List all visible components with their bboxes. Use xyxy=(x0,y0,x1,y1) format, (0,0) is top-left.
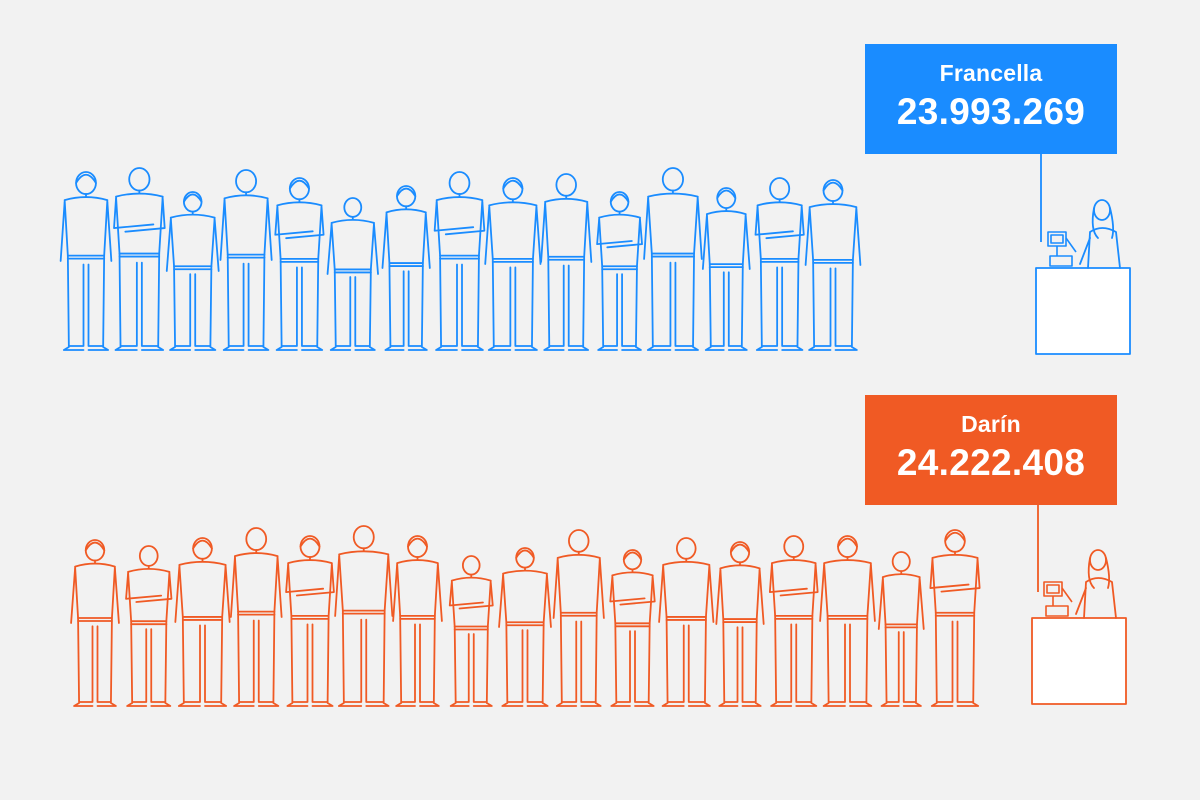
counter-icon xyxy=(1035,267,1131,355)
person-silhouette-icon xyxy=(540,173,593,351)
counter-icon xyxy=(1031,617,1127,705)
person-silhouette-icon xyxy=(59,171,113,351)
label-francella-value: 23.993.269 xyxy=(896,91,1086,132)
person-silhouette-icon xyxy=(754,177,805,351)
person-silhouette-icon xyxy=(448,555,494,707)
person-silhouette-icon xyxy=(326,197,379,351)
person-silhouette-icon xyxy=(596,191,643,351)
person-silhouette-icon xyxy=(219,169,273,351)
person-silhouette-icon xyxy=(552,529,605,707)
label-francella-name: Francella xyxy=(939,60,1043,86)
person-silhouette-icon xyxy=(125,545,173,707)
cash-register-icon xyxy=(1043,581,1073,617)
person-silhouette-icon xyxy=(819,535,876,707)
person-silhouette-icon xyxy=(658,537,715,707)
person-silhouette-icon xyxy=(381,185,431,351)
cash-register-icon xyxy=(1047,231,1077,267)
label-darin: Darín 24.222.408 xyxy=(865,395,1117,505)
person-silhouette-icon xyxy=(392,535,443,707)
person-silhouette-icon xyxy=(70,539,120,707)
person-silhouette-icon xyxy=(701,187,751,351)
person-silhouette-icon xyxy=(334,525,394,707)
person-silhouette-icon xyxy=(285,535,335,707)
person-silhouette-icon xyxy=(609,549,656,707)
person-silhouette-icon xyxy=(929,529,981,707)
person-silhouette-icon xyxy=(498,547,552,707)
queue-row-francella xyxy=(59,154,1131,355)
person-silhouette-icon xyxy=(274,177,325,351)
person-silhouette-icon xyxy=(768,535,819,707)
cashier-icon xyxy=(1079,199,1121,269)
label-francella: Francella 23.993.269 xyxy=(865,44,1117,154)
person-silhouette-icon xyxy=(715,541,765,707)
person-silhouette-icon xyxy=(229,527,283,707)
queue-row-darin xyxy=(70,505,1127,707)
person-silhouette-icon xyxy=(804,179,862,351)
label-darin-name: Darín xyxy=(961,411,1021,437)
label-darin-value: 24.222.408 xyxy=(896,442,1086,483)
person-silhouette-icon xyxy=(174,537,231,707)
person-silhouette-icon xyxy=(484,177,542,351)
person-silhouette-icon xyxy=(165,191,220,351)
person-silhouette-icon xyxy=(113,167,166,351)
person-silhouette-icon xyxy=(877,551,925,707)
person-silhouette-icon xyxy=(643,167,703,351)
person-silhouette-icon xyxy=(433,171,486,351)
cashier-icon xyxy=(1075,549,1117,619)
